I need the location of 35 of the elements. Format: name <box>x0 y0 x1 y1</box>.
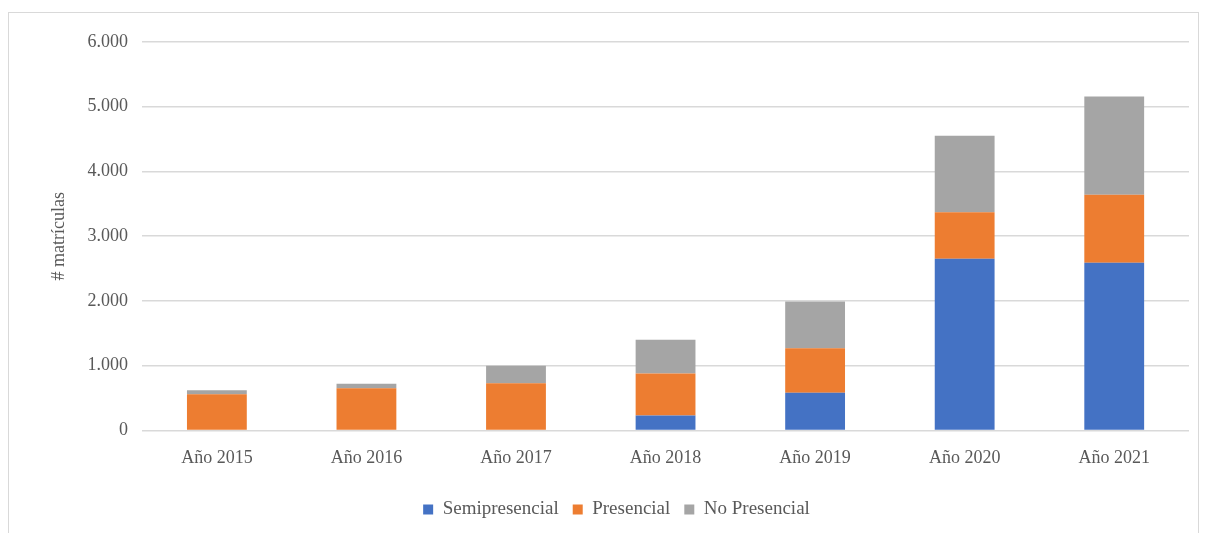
x-tick-label: Año 2018 <box>629 446 702 467</box>
x-tick-label: Año 2019 <box>779 446 851 467</box>
bar <box>336 388 397 430</box>
bar <box>635 339 696 374</box>
y-tick-label: 2.000 <box>87 289 129 310</box>
bar <box>186 394 247 430</box>
bar <box>635 415 696 430</box>
bar <box>186 390 247 395</box>
x-tick-label: Año 2021 <box>1078 446 1150 467</box>
y-tick-label: 6.000 <box>87 30 129 51</box>
bar <box>635 373 696 416</box>
x-tick-label: Año 2015 <box>181 446 253 467</box>
bar <box>785 301 846 349</box>
y-tick-label: 0 <box>119 419 129 440</box>
x-tick-label: Año 2017 <box>480 446 552 467</box>
legend-label: Presencial <box>592 497 671 519</box>
bar <box>934 135 995 213</box>
bar <box>486 365 546 384</box>
bar <box>785 348 846 393</box>
bar <box>1084 96 1145 195</box>
y-tick-label: 4.000 <box>87 160 129 181</box>
x-tick-label: Año 2020 <box>928 446 1001 467</box>
legend-label: No Presencial <box>703 497 810 519</box>
x-tick-label: Año 2016 <box>330 446 403 467</box>
legend-label: Semipresencial <box>442 497 559 519</box>
bar <box>1084 194 1145 263</box>
bar <box>934 258 995 430</box>
y-tick-label: 5.000 <box>87 95 129 116</box>
y-tick-label: 1.000 <box>87 354 129 375</box>
bar <box>486 383 546 430</box>
bar <box>785 392 846 430</box>
y-tick-label: 3.000 <box>87 224 129 245</box>
bar <box>934 212 995 259</box>
y-axis-title: # matrículas <box>47 191 68 281</box>
bar <box>1084 262 1145 430</box>
